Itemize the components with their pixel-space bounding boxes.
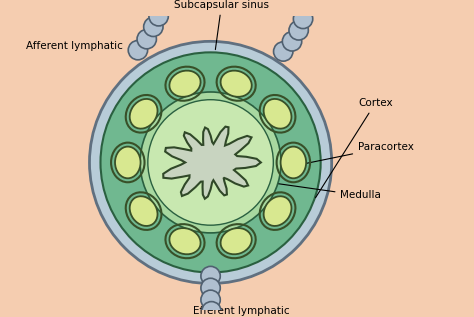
Text: T cell: T cell <box>173 141 200 151</box>
Circle shape <box>90 41 332 283</box>
Circle shape <box>144 17 163 36</box>
Polygon shape <box>163 126 261 199</box>
Ellipse shape <box>220 228 252 254</box>
Circle shape <box>201 278 220 298</box>
Text: B cell: B cell <box>225 106 253 115</box>
Circle shape <box>100 52 321 273</box>
Circle shape <box>273 42 293 61</box>
Ellipse shape <box>130 196 157 226</box>
Text: Paracortex: Paracortex <box>283 142 414 168</box>
Text: Efferent lymphatic: Efferent lymphatic <box>193 306 290 315</box>
Ellipse shape <box>169 228 201 254</box>
Ellipse shape <box>115 146 141 178</box>
Circle shape <box>137 29 156 49</box>
Circle shape <box>283 32 302 51</box>
Text: Afferent lymphatic: Afferent lymphatic <box>26 41 122 51</box>
Ellipse shape <box>220 71 252 97</box>
Ellipse shape <box>169 71 201 97</box>
Ellipse shape <box>281 146 306 178</box>
Circle shape <box>128 41 147 60</box>
Ellipse shape <box>264 99 292 129</box>
Circle shape <box>202 301 221 317</box>
Circle shape <box>289 21 308 40</box>
Circle shape <box>149 7 168 26</box>
Text: Cortex: Cortex <box>316 98 393 198</box>
Circle shape <box>140 92 281 233</box>
Text: Medulla: Medulla <box>249 180 382 200</box>
Circle shape <box>201 290 220 309</box>
Circle shape <box>293 9 313 29</box>
Ellipse shape <box>130 99 157 129</box>
Circle shape <box>148 100 273 225</box>
Text: Subcapsular sinus: Subcapsular sinus <box>174 0 269 49</box>
Circle shape <box>201 266 220 286</box>
Ellipse shape <box>264 196 292 226</box>
